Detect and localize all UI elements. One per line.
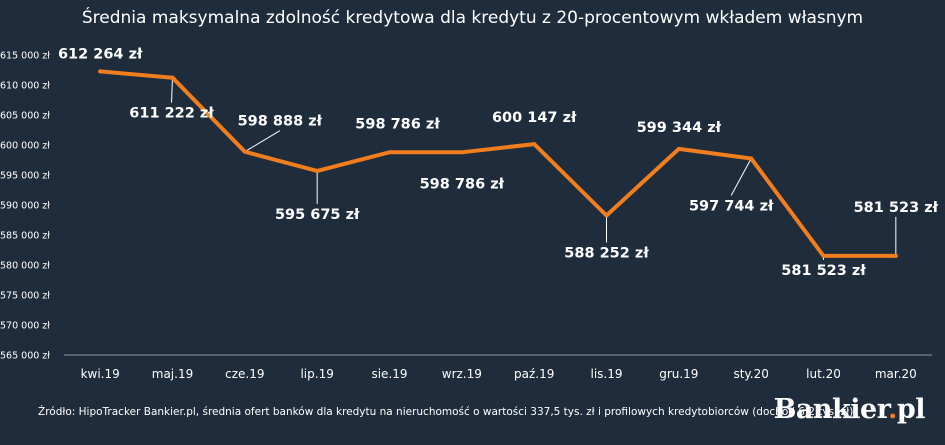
x-tick-label: lut.20	[806, 367, 841, 381]
y-tick-label: 585 000 zł	[0, 231, 50, 242]
data-label: 598 786 zł	[355, 116, 440, 132]
data-point	[676, 146, 681, 151]
label-leader-line	[730, 158, 752, 196]
chart-title: Średnia maksymalna zdolność kredytowa dl…	[81, 8, 864, 28]
x-tick-label: paź.19	[514, 367, 554, 381]
x-tick-label: gru.19	[659, 367, 698, 381]
data-point	[893, 253, 898, 258]
logo-text: Bankier	[773, 394, 889, 425]
data-point	[242, 149, 247, 154]
y-tick-label: 570 000 zł	[0, 321, 50, 332]
y-tick-label: 600 000 zł	[0, 141, 50, 152]
data-label: 611 222 zł	[129, 106, 214, 122]
data-label: 595 675 zł	[275, 207, 360, 223]
data-label: 598 888 zł	[238, 114, 323, 130]
data-point	[749, 156, 754, 161]
y-axis: 565 000 zł 570 000 zł 575 000 zł 580 000 zł…	[0, 51, 50, 362]
data-label: 581 523 zł	[781, 263, 866, 279]
y-tick-label: 590 000 zł	[0, 201, 50, 212]
data-label: 598 786 zł	[420, 176, 505, 192]
x-tick-label: maj.19	[152, 367, 193, 381]
data-point	[821, 253, 826, 258]
data-label: 599 344 zł	[637, 120, 722, 136]
data-label: 581 523 zł	[854, 200, 939, 216]
data-point	[604, 213, 609, 218]
bankier-logo: Bankier.pl	[773, 394, 926, 425]
data-label: 597 744 zł	[689, 199, 774, 215]
y-tick-label: 605 000 zł	[0, 111, 50, 122]
label-leader-lines	[171, 77, 897, 260]
data-label: 588 252 zł	[564, 245, 649, 261]
x-axis: kwi.19 maj.19 cze.19 lip.19 sie.19 wrz.19 paź.…	[81, 367, 917, 381]
data-point	[98, 69, 103, 74]
y-tick-label: 575 000 zł	[0, 291, 50, 302]
x-tick-label: sty.20	[733, 367, 768, 381]
x-tick-label: cze.19	[225, 367, 264, 381]
x-tick-label: mar.20	[875, 367, 917, 381]
data-points	[98, 69, 898, 258]
label-leader-line	[171, 77, 173, 103]
logo-suffix: pl	[896, 394, 926, 425]
y-tick-label: 580 000 zł	[0, 261, 50, 272]
logo-dot: .	[887, 394, 897, 425]
data-labels: 612 264 zł 611 222 zł 598 888 zł 595 675 zł…	[58, 46, 939, 278]
y-tick-label: 615 000 zł	[0, 51, 50, 62]
x-tick-label: wrz.19	[442, 367, 482, 381]
label-leader-line	[244, 130, 281, 153]
x-tick-label: lis.19	[590, 367, 622, 381]
x-tick-label: kwi.19	[81, 367, 120, 381]
y-tick-label: 595 000 zł	[0, 171, 50, 182]
source-note: Źródło: HipoTracker Bankier.pl, średnia …	[38, 406, 854, 418]
data-point	[459, 150, 464, 155]
data-point	[387, 150, 392, 155]
data-point	[170, 75, 175, 80]
x-tick-label: lip.19	[300, 367, 333, 381]
data-point	[532, 142, 537, 147]
data-label: 600 147 zł	[492, 110, 577, 126]
y-tick-label: 610 000 zł	[0, 81, 50, 92]
series-line	[98, 69, 898, 258]
y-tick-label: 565 000 zł	[0, 351, 50, 362]
data-point	[315, 168, 320, 173]
data-label: 612 264 zł	[58, 46, 143, 62]
x-tick-label: sie.19	[371, 367, 407, 381]
